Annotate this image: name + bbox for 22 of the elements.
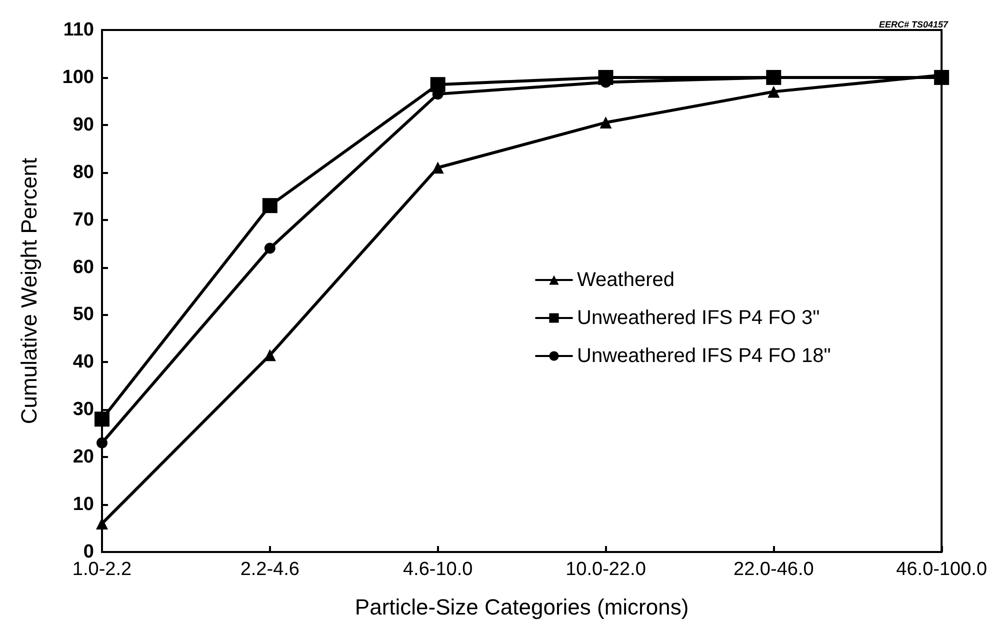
x-tick-label: 10.0-22.0 [566,559,646,580]
x-tick-label: 2.2-4.6 [240,559,300,580]
x-axis-title: Particle-Size Categories (microns) [354,594,689,620]
y-tick-label: 90 [72,114,94,136]
y-tick-label: 100 [62,66,94,88]
text: EERC# TS04157 [878,20,949,30]
y-tick-label: 20 [72,446,94,468]
x-tick-label: 22.0-46.0 [734,559,814,580]
legend-label: Unweathered IFS P4 FO 3" [577,307,820,329]
x-tick-label: 46.0-100.0 [896,559,988,580]
legend-label: Unweathered IFS P4 FO 18" [577,345,831,367]
y-axis-title: Cumulative Weight Percent [16,158,42,424]
y-tick-label: 110 [63,20,94,40]
legend-label: Weathered [577,269,674,291]
y-tick-label: 60 [72,256,94,278]
x-tick-label: 4.6-10.0 [402,559,473,580]
y-tick-label: 80 [72,162,94,183]
y-tick-label: 10 [72,494,94,516]
y-tick-label: 30 [72,399,94,420]
y-tick-label: 50 [72,304,94,326]
y-tick-label: 70 [72,209,94,230]
y-tick-label: 40 [72,352,94,373]
